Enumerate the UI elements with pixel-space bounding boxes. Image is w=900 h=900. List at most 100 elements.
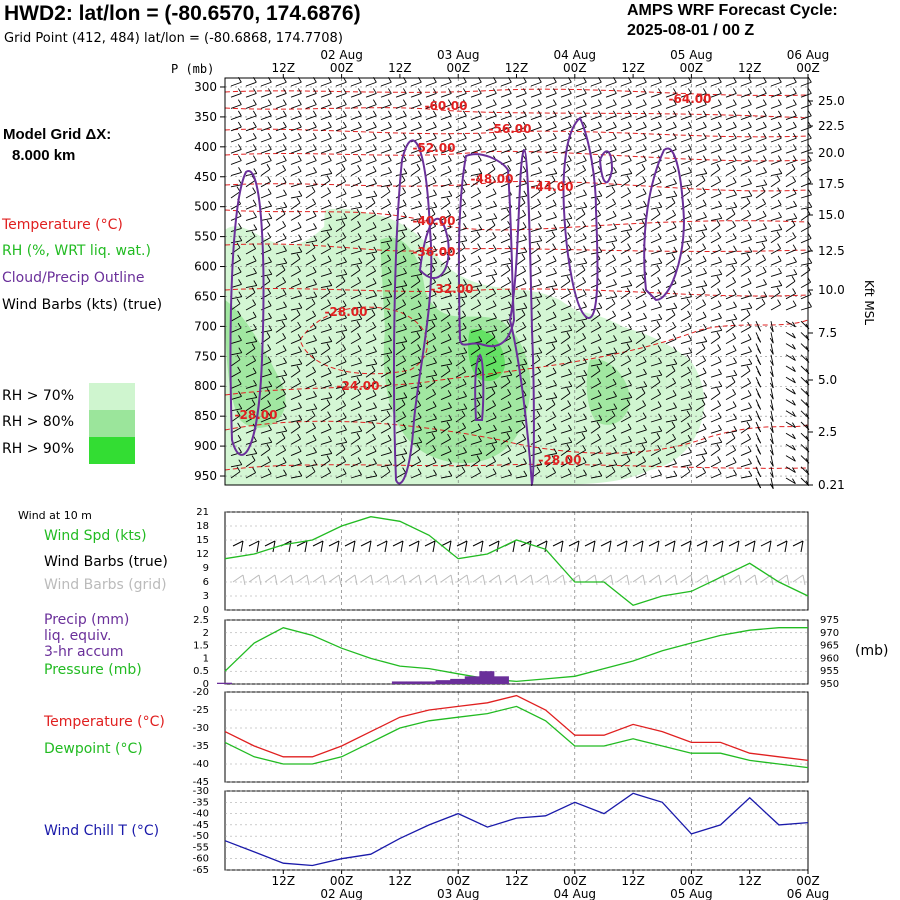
wind-barb-flag — [567, 456, 572, 462]
wind-barb-flag — [463, 459, 468, 465]
wind-barb-flag — [747, 446, 752, 452]
wind-barb-flag — [508, 469, 512, 476]
wind-barb — [665, 463, 677, 468]
wind-barbs-true-label: Wind Barbs (true) — [44, 554, 168, 570]
wind-barb — [425, 462, 437, 468]
wind-barb-flag — [701, 231, 706, 237]
wind-barb-flag — [746, 365, 751, 372]
wind-barb-flag — [282, 165, 287, 171]
wind-barb-flag — [747, 99, 752, 105]
wind-barb-flag — [388, 179, 393, 185]
wind-barb-flag — [237, 133, 242, 139]
height-tick-label: 10.0 — [818, 283, 845, 297]
wind-barb-flag — [327, 155, 332, 161]
wind-barb — [455, 283, 467, 289]
wind-barb — [470, 126, 482, 132]
wind-barb — [275, 437, 286, 445]
wind-barb — [455, 439, 467, 445]
wind-barb — [455, 171, 467, 177]
wind-barb — [560, 168, 571, 176]
wind-barb-flag — [268, 368, 272, 375]
wind-barb — [260, 441, 272, 445]
wind-barb — [290, 282, 302, 289]
wind-barb-flag — [266, 388, 271, 394]
wind-barb — [545, 292, 556, 300]
wind-barb — [335, 137, 347, 143]
wind-barb-flag — [732, 333, 737, 339]
forecast-cycle-value: 2025-08-01 / 00 Z — [627, 22, 755, 39]
date-label-top: 06 Aug — [787, 48, 830, 62]
wind-barb — [230, 408, 242, 412]
wind-barb-flag — [447, 133, 452, 139]
wind-barb — [440, 363, 452, 367]
wind-barb — [230, 203, 241, 210]
wind-barb-flag — [641, 332, 646, 338]
wind-barb-flag — [281, 208, 286, 215]
wind-barb — [365, 419, 377, 423]
wind-barb-flag — [598, 290, 602, 296]
wind-barb-flag — [507, 457, 512, 463]
wind-barb-flag — [373, 470, 378, 477]
wind-barb — [365, 170, 377, 177]
wind-barb-flag — [268, 424, 272, 431]
wind-barb — [605, 227, 617, 233]
wind-barb-flag — [448, 402, 452, 408]
wind-barb-flag — [357, 277, 362, 283]
wind-barb — [425, 137, 437, 143]
wind-barb-flag — [537, 210, 542, 217]
wind-barb — [485, 217, 497, 221]
wind-barb-flag — [672, 446, 677, 452]
wind-barb — [710, 193, 722, 199]
wind-barb — [440, 170, 452, 177]
wind-barb-flag — [748, 470, 753, 477]
wind-barb — [410, 317, 422, 322]
cloud-outline — [643, 147, 686, 302]
wind-barb-flag — [282, 110, 287, 117]
wind-barb — [665, 382, 676, 389]
wind-barb-flag — [386, 354, 391, 360]
wind-barb — [560, 217, 572, 221]
wind-barb — [575, 93, 587, 98]
time-tick-label-top: 12Z — [388, 61, 412, 75]
wind-barb — [470, 397, 482, 401]
wind-barb-flag — [417, 468, 422, 474]
wind-barb — [275, 281, 286, 288]
wind-barb-flag — [702, 199, 707, 206]
wind-barb-flag — [372, 110, 377, 117]
wind-barb-flag — [717, 133, 722, 139]
grid-wind-barb-flag — [370, 574, 374, 586]
wind-barb-flag — [267, 344, 272, 350]
wind-barb-flag — [762, 144, 767, 150]
wind-barb-flag — [251, 455, 256, 461]
wind-barb — [275, 406, 287, 412]
wind-barb-flag — [268, 325, 273, 331]
wind-barb-flag — [372, 99, 377, 105]
wind-barb-flag — [582, 155, 587, 161]
wind-barb-flag — [522, 390, 527, 396]
wind-barb-flag — [373, 458, 377, 464]
wind-barb-flag — [477, 133, 482, 139]
wind-barb-flag — [583, 245, 587, 252]
wind-barb-flag — [747, 88, 752, 94]
wind-barb — [575, 262, 587, 266]
wind-barb-flag — [313, 279, 317, 285]
wind-barb — [410, 349, 421, 356]
wind-barb — [275, 238, 287, 244]
wind-barb-flag — [477, 155, 482, 161]
wind-barb-flag — [808, 189, 812, 196]
wind-barb — [710, 149, 722, 154]
wind-barb — [305, 149, 317, 154]
wind-barb — [320, 416, 331, 423]
wind-barb — [230, 315, 241, 322]
wind-barb-flag — [776, 175, 781, 181]
wind-barb-flag — [597, 446, 602, 452]
wind-barb-flag — [732, 445, 737, 451]
wind-barb-flag — [757, 370, 762, 377]
grid-wind-barb — [296, 574, 308, 583]
wind-barb-flag — [791, 276, 796, 282]
wind-barb-flag — [642, 133, 647, 139]
wind-barb-flag — [748, 414, 753, 421]
wind-barb — [635, 280, 646, 288]
time-tick-label-bottom: 00Z — [330, 874, 354, 888]
wind-barb — [320, 236, 331, 244]
